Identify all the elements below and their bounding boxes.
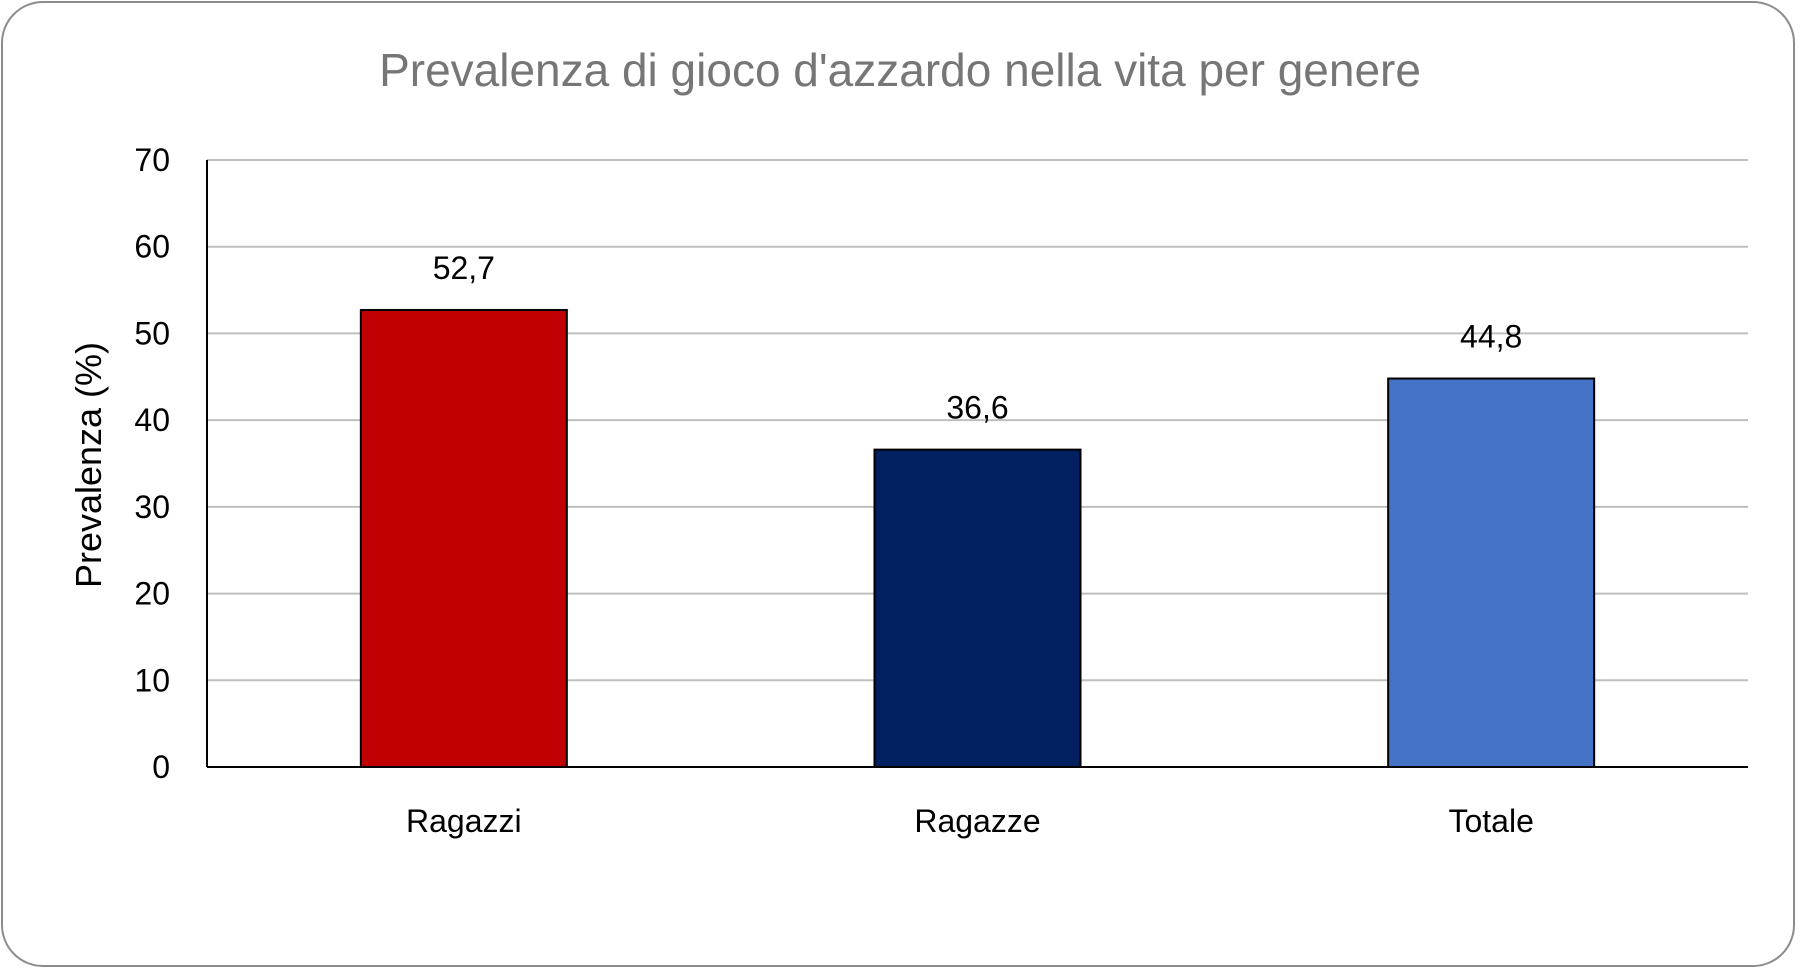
bar-ragazze [873, 448, 1082, 768]
y-tick-label: 60 [134, 229, 170, 265]
y-tick-label: 40 [134, 402, 170, 438]
data-label: 44,8 [1460, 319, 1522, 355]
y-tick-labels: 0 10 20 30 40 50 60 70 [134, 142, 170, 785]
bars [359, 309, 1596, 768]
data-label: 36,6 [946, 390, 1008, 426]
y-tick-label: 70 [134, 142, 170, 178]
y-tick-label: 0 [152, 749, 170, 785]
data-labels: 52,7 36,6 44,8 [433, 250, 1523, 426]
bar-totale [1387, 377, 1596, 768]
y-tick-label: 10 [134, 662, 170, 698]
data-label: 52,7 [433, 250, 495, 286]
x-tick-label: Totale [1448, 803, 1533, 839]
y-tick-label: 50 [134, 315, 170, 351]
x-tick-labels: Ragazzi Ragazze Totale [406, 803, 1534, 839]
y-axis-title: Prevalenza (%) [68, 342, 109, 588]
x-tick-label: Ragazzi [406, 803, 522, 839]
axes [206, 160, 1748, 768]
x-tick-label: Ragazze [914, 803, 1040, 839]
bar-ragazzi [359, 309, 568, 768]
chart-title: Prevalenza di gioco d'azzardo nella vita… [379, 44, 1421, 96]
y-tick-label: 20 [134, 576, 170, 612]
y-tick-label: 30 [134, 489, 170, 525]
